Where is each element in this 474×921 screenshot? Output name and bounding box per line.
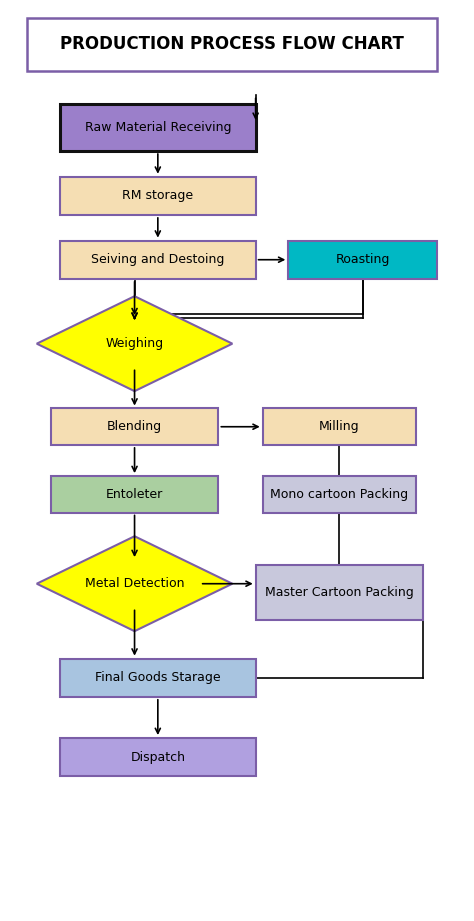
Text: Raw Material Receiving: Raw Material Receiving (84, 121, 231, 134)
FancyBboxPatch shape (255, 565, 423, 620)
FancyBboxPatch shape (60, 240, 255, 279)
FancyBboxPatch shape (288, 240, 437, 279)
FancyBboxPatch shape (51, 476, 219, 512)
Text: Roasting: Roasting (336, 253, 390, 266)
Polygon shape (37, 536, 232, 631)
Text: Master Cartoon Packing: Master Cartoon Packing (265, 587, 414, 600)
Text: Dispatch: Dispatch (130, 751, 185, 764)
FancyBboxPatch shape (60, 659, 255, 697)
Text: RM storage: RM storage (122, 190, 193, 203)
Text: PRODUCTION PROCESS FLOW CHART: PRODUCTION PROCESS FLOW CHART (60, 35, 404, 53)
FancyBboxPatch shape (27, 17, 437, 71)
FancyBboxPatch shape (60, 104, 255, 151)
Text: Entoleter: Entoleter (106, 488, 163, 501)
Text: Seiving and Destoing: Seiving and Destoing (91, 253, 225, 266)
Text: Metal Detection: Metal Detection (85, 577, 184, 590)
Text: Final Goods Starage: Final Goods Starage (95, 671, 221, 684)
Text: Weighing: Weighing (106, 337, 164, 350)
FancyBboxPatch shape (60, 177, 255, 215)
Text: Mono cartoon Packing: Mono cartoon Packing (270, 488, 409, 501)
FancyBboxPatch shape (60, 738, 255, 776)
FancyBboxPatch shape (263, 476, 416, 512)
FancyBboxPatch shape (51, 409, 219, 445)
FancyBboxPatch shape (263, 409, 416, 445)
Polygon shape (37, 297, 232, 391)
Text: Blending: Blending (107, 420, 162, 433)
Text: Milling: Milling (319, 420, 360, 433)
